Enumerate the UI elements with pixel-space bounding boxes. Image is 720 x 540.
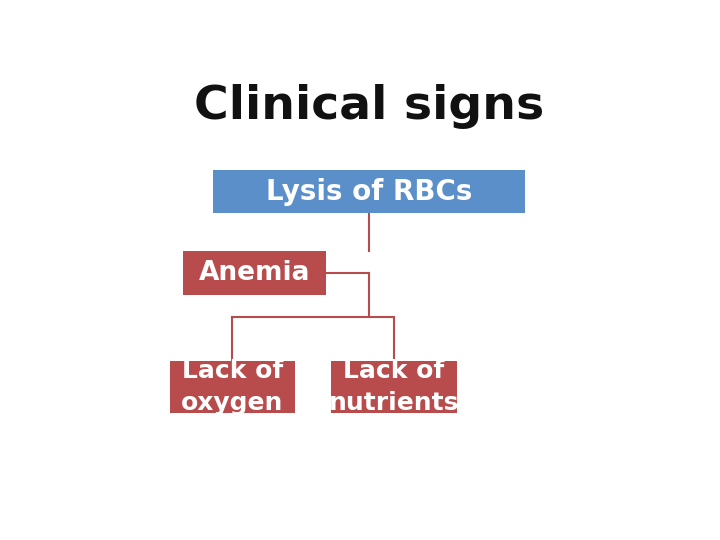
FancyBboxPatch shape xyxy=(184,251,325,294)
Text: Clinical signs: Clinical signs xyxy=(194,84,544,129)
FancyBboxPatch shape xyxy=(213,170,526,213)
FancyBboxPatch shape xyxy=(331,361,457,413)
FancyBboxPatch shape xyxy=(169,361,295,413)
Text: Lack of
oxygen: Lack of oxygen xyxy=(181,359,284,415)
Text: Anemia: Anemia xyxy=(199,260,310,286)
Text: Lack of
nutrients: Lack of nutrients xyxy=(329,359,459,415)
Text: Lysis of RBCs: Lysis of RBCs xyxy=(266,178,472,206)
